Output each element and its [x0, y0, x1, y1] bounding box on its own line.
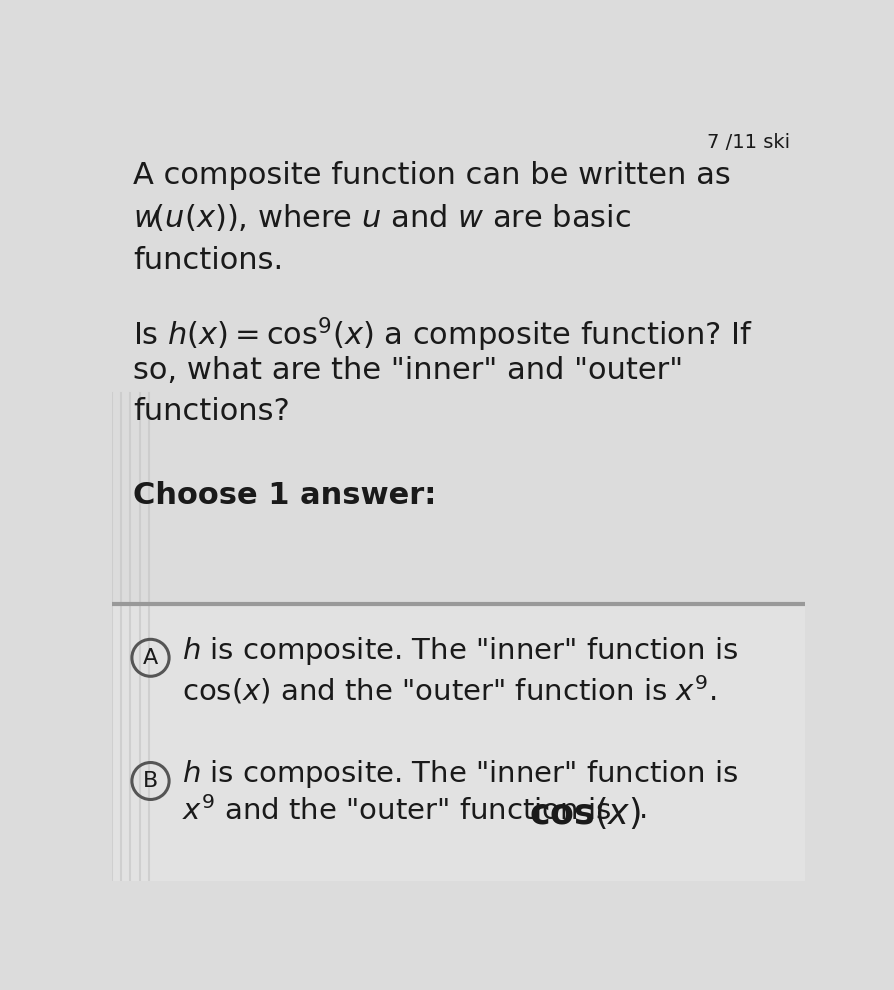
Text: A composite function can be written as: A composite function can be written as [133, 161, 731, 190]
Text: functions?: functions? [133, 397, 291, 426]
Text: 7 /11 ski: 7 /11 ski [707, 133, 790, 151]
Text: functions.: functions. [133, 246, 283, 275]
Text: so, what are the "inner" and "outer": so, what are the "inner" and "outer" [133, 356, 684, 385]
FancyBboxPatch shape [112, 119, 805, 604]
Text: $h$ is composite. The "inner" function is: $h$ is composite. The "inner" function i… [181, 758, 738, 790]
Text: $\mathregular{cos}(x)$: $\mathregular{cos}(x)$ [528, 795, 640, 831]
Text: A: A [143, 647, 158, 668]
Text: B: B [143, 771, 158, 791]
Text: Is $h(x) = \cos^9\!(x)$ a composite function? If: Is $h(x) = \cos^9\!(x)$ a composite func… [133, 315, 754, 353]
FancyBboxPatch shape [112, 604, 805, 881]
Text: .: . [638, 796, 648, 825]
Text: $w\!\left(u(x)\right)$, where $u$ and $w$ are basic: $w\!\left(u(x)\right)$, where $u$ and $w… [133, 202, 631, 233]
Text: $h$ is composite. The "inner" function is: $h$ is composite. The "inner" function i… [181, 635, 738, 666]
Text: $\cos(x)$ and the "outer" function is $x^9$.: $\cos(x)$ and the "outer" function is $x… [181, 673, 716, 706]
Text: $x^9$ and the "outer" function is: $x^9$ and the "outer" function is [181, 796, 612, 827]
Text: Choose 1 answer:: Choose 1 answer: [133, 481, 437, 510]
